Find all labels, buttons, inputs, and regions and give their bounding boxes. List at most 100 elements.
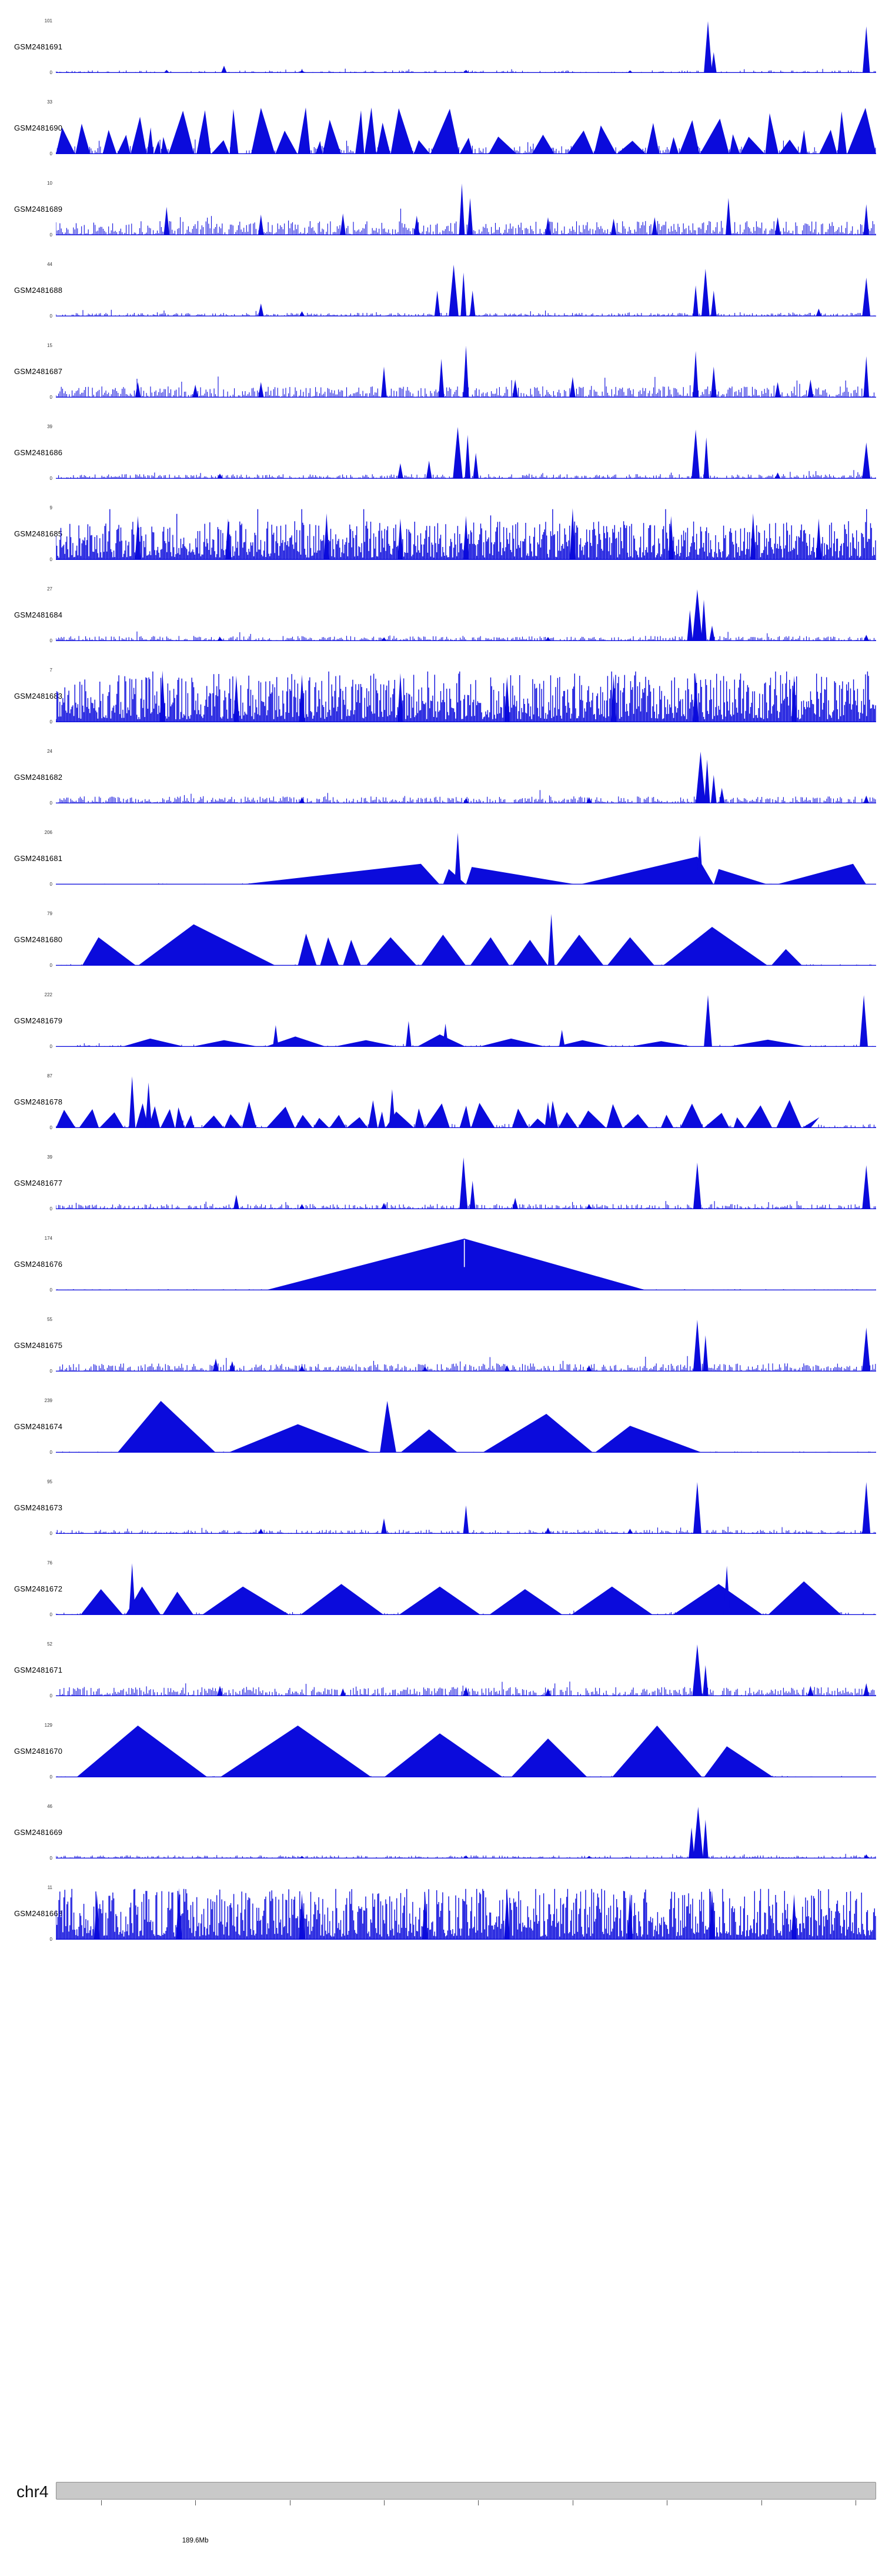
track-sample-label: GSM2481684 xyxy=(14,610,63,619)
y-axis-zero-label: 0 xyxy=(49,1937,52,1942)
coverage-plot[interactable] xyxy=(56,1888,876,1940)
coverage-signal xyxy=(56,265,876,316)
track-sample-label: GSM2481668 xyxy=(14,1909,63,1918)
coverage-plot[interactable] xyxy=(56,1563,876,1615)
y-axis-zero-label: 0 xyxy=(49,1125,52,1130)
y-axis-zero-label: 0 xyxy=(49,1287,52,1293)
chromosome-label: chr4 xyxy=(16,2482,49,2501)
y-axis-zero-label: 0 xyxy=(49,882,52,887)
coverage-plot[interactable] xyxy=(56,833,876,885)
coverage-plot[interactable] xyxy=(56,914,876,966)
coverage-signal xyxy=(56,1644,876,1696)
y-axis-zero-label: 0 xyxy=(49,1206,52,1212)
coverage-plot[interactable] xyxy=(56,1482,876,1534)
track-sample-label: GSM2481681 xyxy=(14,854,63,863)
y-axis-max-label: 24 xyxy=(47,749,52,754)
chromosome-ideogram[interactable] xyxy=(56,2482,876,2500)
y-axis-max-label: 27 xyxy=(47,586,52,592)
coverage-plot[interactable] xyxy=(56,102,876,154)
track-list: GSM2481691 101 0 GSM2481690 33 0 GSM2481… xyxy=(0,16,882,1964)
coverage-plot[interactable] xyxy=(56,508,876,560)
coverage-plot[interactable] xyxy=(56,265,876,316)
y-axis-zero-label: 0 xyxy=(49,557,52,562)
signal-track: GSM2481671 52 0 xyxy=(0,1640,882,1721)
coverage-plot[interactable] xyxy=(56,995,876,1047)
track-sample-label: GSM2481677 xyxy=(14,1179,63,1187)
y-axis-zero-label: 0 xyxy=(49,1044,52,1049)
track-sample-label: GSM2481686 xyxy=(14,448,63,457)
y-axis-max-label: 206 xyxy=(44,830,52,835)
signal-track: GSM2481673 95 0 xyxy=(0,1477,882,1559)
track-sample-label: GSM2481687 xyxy=(14,367,63,376)
coverage-plot[interactable] xyxy=(56,589,876,641)
y-axis-max-label: 9 xyxy=(49,505,52,510)
signal-track: GSM2481682 24 0 xyxy=(0,747,882,828)
ruler-ticks xyxy=(0,2481,882,2569)
y-axis-zero-label: 0 xyxy=(49,1369,52,1374)
y-axis-zero-label: 0 xyxy=(49,800,52,806)
signal-track: GSM2481685 9 0 xyxy=(0,503,882,585)
track-sample-label: GSM2481673 xyxy=(14,1503,63,1512)
signal-track: GSM2481684 27 0 xyxy=(0,585,882,666)
coverage-signal xyxy=(56,833,876,885)
y-axis-zero-label: 0 xyxy=(49,232,52,238)
coverage-plot[interactable] xyxy=(56,21,876,73)
signal-track: GSM2481687 15 0 xyxy=(0,341,882,422)
signal-track: GSM2481680 79 0 xyxy=(0,909,882,990)
track-sample-label: GSM2481689 xyxy=(14,205,63,213)
coverage-plot[interactable] xyxy=(56,1644,876,1696)
y-axis-zero-label: 0 xyxy=(49,1774,52,1780)
y-axis-max-label: 239 xyxy=(44,1398,52,1403)
y-axis-max-label: 44 xyxy=(47,262,52,267)
position-label: 189.6Mb xyxy=(182,2537,209,2544)
signal-track: GSM2481677 39 0 xyxy=(0,1153,882,1234)
track-sample-label: GSM2481676 xyxy=(14,1260,63,1269)
y-axis-zero-label: 0 xyxy=(49,1531,52,1536)
signal-track: GSM2481686 39 0 xyxy=(0,422,882,503)
track-sample-label: GSM2481688 xyxy=(14,286,63,295)
y-axis-max-label: 52 xyxy=(47,1641,52,1647)
signal-track: GSM2481691 101 0 xyxy=(0,16,882,98)
coverage-plot[interactable] xyxy=(56,1726,876,1777)
coverage-plot[interactable] xyxy=(56,427,876,479)
y-axis-max-label: 95 xyxy=(47,1479,52,1484)
coverage-plot[interactable] xyxy=(56,183,876,235)
coverage-plot[interactable] xyxy=(56,1320,876,1372)
y-axis-max-label: 79 xyxy=(47,911,52,916)
coverage-plot[interactable] xyxy=(56,752,876,803)
y-axis-max-label: 76 xyxy=(47,1560,52,1566)
y-axis-max-label: 10 xyxy=(47,181,52,186)
y-axis-max-label: 101 xyxy=(44,18,52,24)
coverage-signal xyxy=(56,1563,876,1615)
ruler-tick xyxy=(761,2500,762,2505)
coverage-plot[interactable] xyxy=(56,346,876,398)
y-axis-zero-label: 0 xyxy=(49,719,52,725)
coverage-plot[interactable] xyxy=(56,1401,876,1453)
coverage-signal xyxy=(56,1157,876,1209)
y-axis-max-label: 174 xyxy=(44,1236,52,1241)
y-axis-max-label: 46 xyxy=(47,1804,52,1809)
coverage-plot[interactable] xyxy=(56,1157,876,1209)
track-sample-label: GSM2481683 xyxy=(14,692,63,700)
coverage-signal xyxy=(56,1076,876,1128)
y-axis-max-label: 33 xyxy=(47,99,52,105)
coverage-plot[interactable] xyxy=(56,1807,876,1858)
signal-track: GSM2481690 33 0 xyxy=(0,98,882,179)
y-axis-max-label: 15 xyxy=(47,343,52,348)
signal-track: GSM2481674 239 0 xyxy=(0,1396,882,1477)
y-axis-zero-label: 0 xyxy=(49,70,52,75)
y-axis-zero-label: 0 xyxy=(49,476,52,481)
track-sample-label: GSM2481675 xyxy=(14,1341,63,1350)
signal-track: GSM2481689 10 0 xyxy=(0,179,882,260)
y-axis-zero-label: 0 xyxy=(49,395,52,400)
coverage-signal xyxy=(56,670,876,722)
coverage-signal xyxy=(56,589,876,641)
coverage-plot[interactable] xyxy=(56,1239,876,1290)
signal-track: GSM2481681 206 0 xyxy=(0,828,882,909)
coverage-signal xyxy=(56,183,876,235)
coverage-plot[interactable] xyxy=(56,670,876,722)
coverage-plot[interactable] xyxy=(56,1076,876,1128)
y-axis-max-label: 39 xyxy=(47,424,52,429)
chromosome-ruler: chr4 189.6Mb xyxy=(0,2481,882,2569)
y-axis-max-label: 55 xyxy=(47,1317,52,1322)
